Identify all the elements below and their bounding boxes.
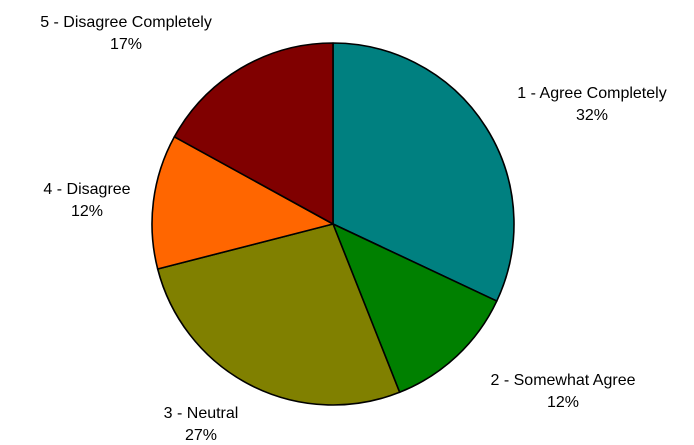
slice-category-label: 2 - Somewhat Agree (491, 372, 636, 389)
slice-percent-label: 12% (547, 394, 579, 411)
slice-label-5: 5 - Disagree Completely 17% (40, 14, 212, 53)
slice-category-label: 4 - Disagree (43, 181, 130, 198)
pie-slice-5 (173, 42, 334, 225)
pie-slice-2 (332, 223, 498, 394)
slice-percent-label: 27% (185, 427, 217, 444)
pie-slice-1 (332, 42, 515, 302)
slice-percent-label: 17% (110, 36, 142, 53)
pie-slice-4 (151, 136, 334, 270)
pie-slices (151, 42, 515, 406)
slice-percent-label: 32% (576, 107, 608, 124)
slice-category-label: 5 - Disagree Completely (40, 14, 212, 31)
pie-slice-3 (156, 223, 401, 406)
slice-label-4: 4 - Disagree 12% (43, 181, 130, 220)
slice-percent-label: 12% (71, 203, 103, 220)
pie-labels: 1 - Agree Completely 32% 2 - Somewhat Agre… (40, 14, 667, 444)
slice-category-label: 1 - Agree Completely (517, 85, 666, 102)
slice-label-3: 3 - Neutral 27% (164, 405, 239, 444)
slice-category-label: 3 - Neutral (164, 405, 239, 422)
slice-label-2: 2 - Somewhat Agree 12% (491, 372, 636, 411)
slice-label-1: 1 - Agree Completely 32% (517, 85, 666, 124)
